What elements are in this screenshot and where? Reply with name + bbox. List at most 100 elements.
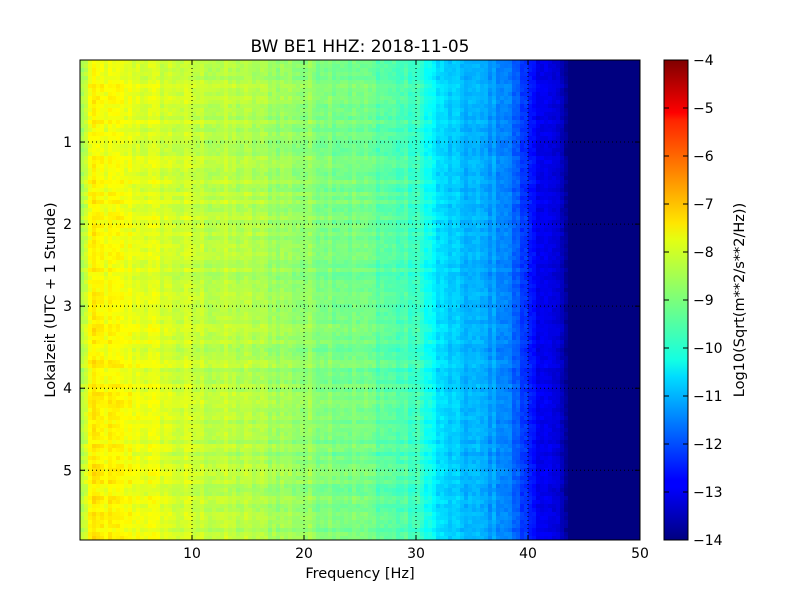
spectrogram-cell [392,128,397,133]
spectrogram-cell [584,172,589,177]
spectrogram-cell [300,96,305,101]
spectrogram-cell [160,148,165,153]
spectrogram-cell [548,132,553,137]
spectrogram-cell [404,104,409,109]
spectrogram-cell [368,172,373,177]
spectrogram-cell [508,184,513,189]
spectrogram-cell [156,172,161,177]
spectrogram-cell [380,176,385,181]
spectrogram-cell [600,180,605,185]
spectrogram-cell [372,140,377,145]
spectrogram-cell [220,116,225,121]
spectrogram-cell [616,60,621,65]
spectrogram-cell [256,136,261,141]
spectrogram-cell [204,180,209,185]
spectrogram-cell [532,136,537,141]
spectrogram-cell [212,108,217,113]
spectrogram-cell [508,172,513,177]
spectrogram-cell [636,64,640,69]
spectrogram-cell [312,180,317,185]
spectrogram-cell [100,112,105,117]
spectrogram-cell [608,96,613,101]
spectrogram-cell [364,136,369,141]
spectrogram-cell [184,152,189,157]
spectrogram-cell [328,152,333,157]
spectrogram-cell [492,140,497,145]
spectrogram-cell [380,136,385,141]
spectrogram-cell [624,108,629,113]
spectrogram-cell [348,76,353,81]
spectrogram-cell [556,192,561,197]
spectrogram-cell [624,192,629,197]
spectrogram-cell [92,164,97,169]
spectrogram-cell [308,136,313,141]
spectrogram-cell [608,196,613,201]
spectrogram-cell [632,144,637,149]
spectrogram-cell [292,148,297,153]
spectrogram-cell [264,92,269,97]
spectrogram-cell [488,116,493,121]
spectrogram-cell [176,100,181,105]
spectrogram-cell [328,188,333,193]
spectrogram-cell [412,164,417,169]
spectrogram-cell [452,104,457,109]
spectrogram-cell [556,88,561,93]
spectrogram-cell [408,188,413,193]
spectrogram-cell [384,132,389,137]
spectrogram-cell [440,88,445,93]
spectrogram-cell [100,140,105,145]
spectrogram-cell [284,168,289,173]
spectrogram-cell [436,124,441,129]
spectrogram-cell [464,148,469,153]
spectrogram-cell [312,100,317,105]
spectrogram-cell [188,176,193,181]
spectrogram-cell [380,140,385,145]
spectrogram-cell [100,64,105,69]
spectrogram-cell [224,104,229,109]
spectrogram-cell [504,180,509,185]
spectrogram-cell [376,84,381,89]
spectrogram-cell [620,184,625,189]
spectrogram-cell [280,180,285,185]
spectrogram-cell [404,156,409,161]
spectrogram-cell [120,92,125,97]
spectrogram-cell [96,140,101,145]
spectrogram-cell [356,196,361,201]
spectrogram-cell [528,84,533,89]
spectrogram-cell [244,120,249,125]
spectrogram-cell [300,72,305,77]
spectrogram-cell [424,68,429,73]
spectrogram-cell [292,64,297,69]
spectrogram-cell [520,172,525,177]
spectrogram-cell [444,180,449,185]
spectrogram-cell [444,176,449,181]
spectrogram-cell [352,80,357,85]
spectrogram-cell [172,180,177,185]
spectrogram-cell [564,160,569,165]
spectrogram-cell [280,168,285,173]
spectrogram-cell [552,92,557,97]
spectrogram-cell [520,132,525,137]
spectrogram-cell [260,180,265,185]
spectrogram-cell [360,72,365,77]
spectrogram-cell [144,108,149,113]
spectrogram-cell [536,180,541,185]
spectrogram-cell [184,144,189,149]
spectrogram-cell [636,168,640,173]
spectrogram-cell [344,92,349,97]
spectrogram-cell [464,76,469,81]
spectrogram-cell [328,96,333,101]
spectrogram-cell [592,124,597,129]
spectrogram-cell [388,120,393,125]
spectrogram-cell [316,180,321,185]
spectrogram-cell [556,144,561,149]
spectrogram-cell [512,128,517,133]
spectrogram-cell [92,132,97,137]
spectrogram-cell [280,188,285,193]
spectrogram-cell [388,84,393,89]
spectrogram-cell [312,140,317,145]
spectrogram-cell [228,72,233,77]
spectrogram-cell [144,144,149,149]
spectrogram-cell [316,108,321,113]
spectrogram-cell [468,128,473,133]
